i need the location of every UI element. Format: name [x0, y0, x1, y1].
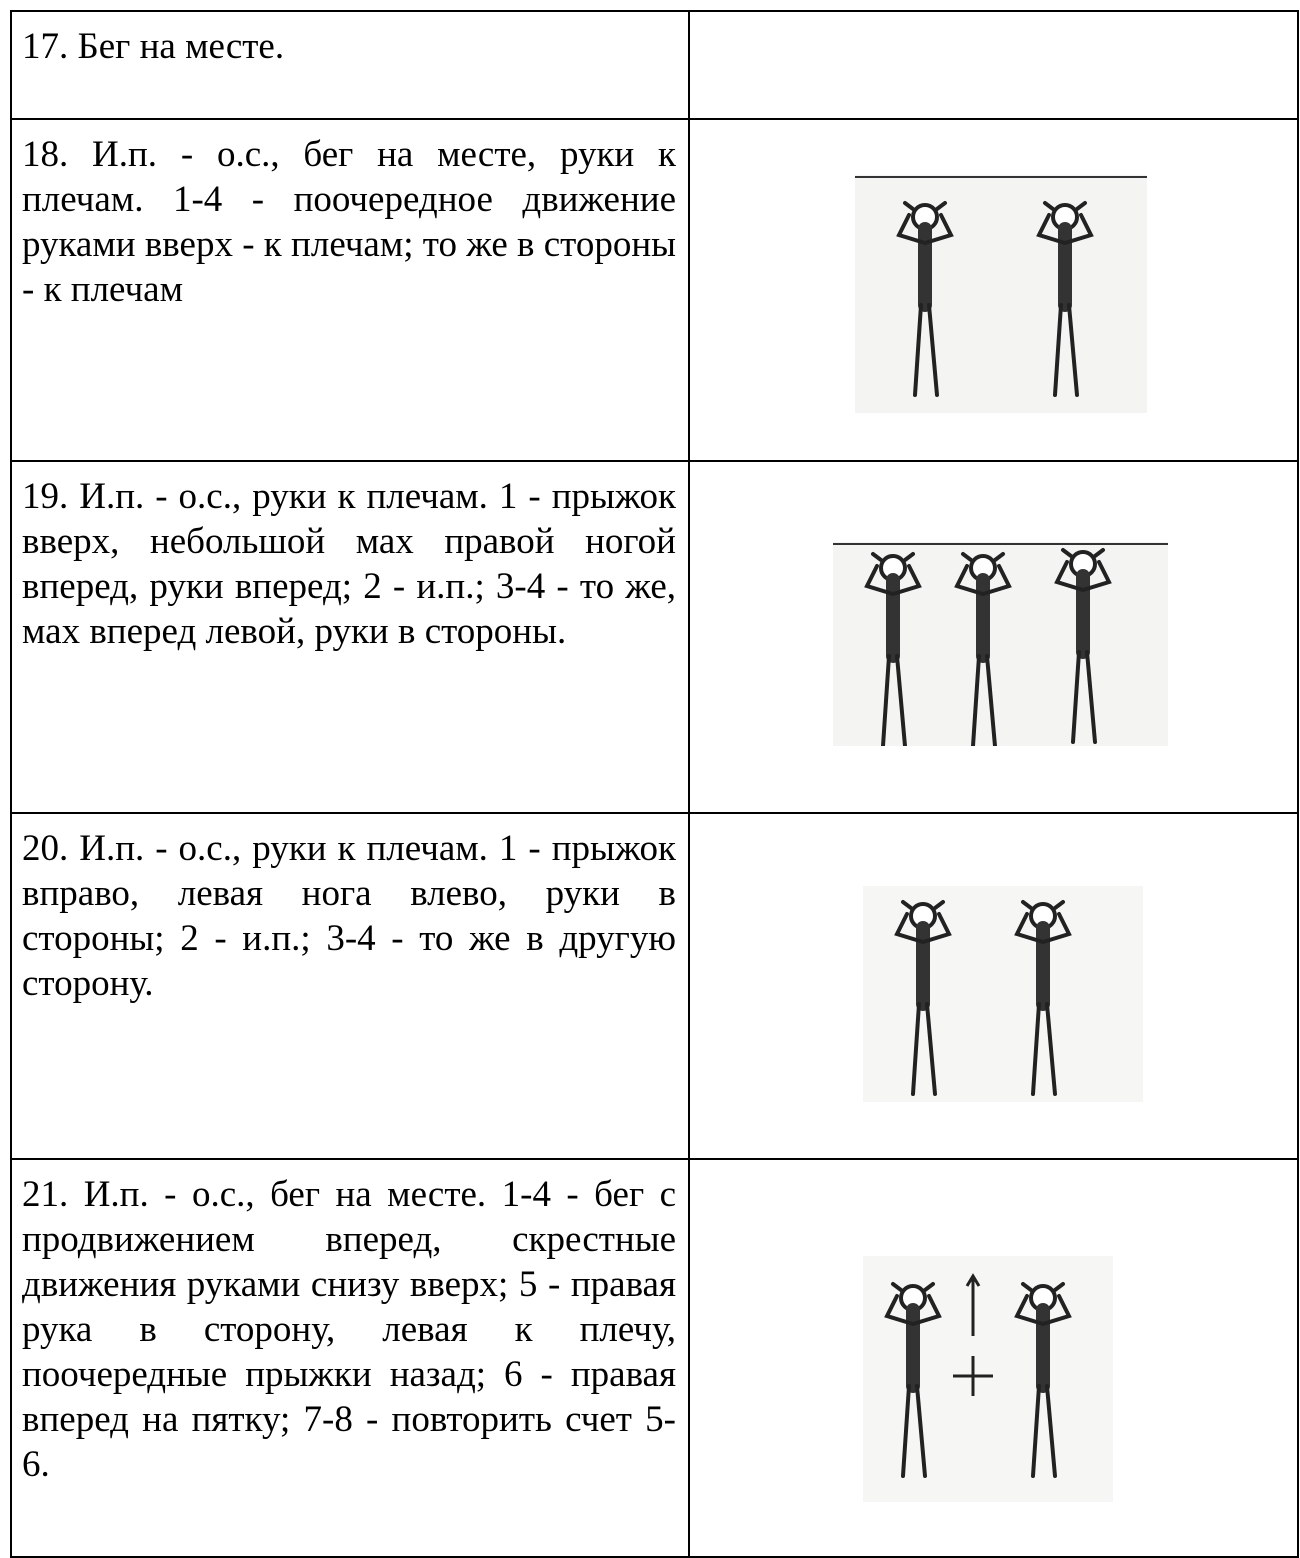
text-cell: 19. И.п. - о.с., руки к плечам. 1 - прыж…: [10, 460, 690, 814]
exercise-illustration: [863, 1256, 1113, 1502]
text-cell: 17. Бег на месте.: [10, 10, 690, 120]
cell-text: 21. И.п. - о.с., бег на месте. 1-4 - бег…: [22, 1174, 676, 1485]
exercise-illustration: [863, 886, 1143, 1102]
exercise-table: 17. Бег на месте. 18. И.п. - о.с., бег н…: [10, 10, 1299, 1558]
image-cell: [688, 812, 1299, 1160]
text-cell: 18. И.п. - о.с., бег на месте, руки к пл…: [10, 118, 690, 462]
table-row: 21. И.п. - о.с., бег на месте. 1-4 - бег…: [10, 1158, 1299, 1558]
cell-text: 18. И.п. - о.с., бег на месте, руки к пл…: [22, 134, 676, 310]
table-row: 20. И.п. - о.с., руки к плечам. 1 - прыж…: [10, 812, 1299, 1160]
image-cell: [688, 1158, 1299, 1558]
cell-text: 19. И.п. - о.с., руки к плечам. 1 - прыж…: [22, 476, 676, 652]
image-cell: [688, 118, 1299, 462]
image-cell: [688, 10, 1299, 120]
exercise-illustration: [833, 542, 1168, 746]
text-cell: 20. И.п. - о.с., руки к плечам. 1 - прыж…: [10, 812, 690, 1160]
exercise-illustration: [855, 175, 1147, 413]
cell-text: 20. И.п. - о.с., руки к плечам. 1 - прыж…: [22, 828, 676, 1004]
table-row: 19. И.п. - о.с., руки к плечам. 1 - прыж…: [10, 460, 1299, 814]
cell-text: 17. Бег на месте.: [22, 26, 285, 67]
text-cell: 21. И.п. - о.с., бег на месте. 1-4 - бег…: [10, 1158, 690, 1558]
table-row: 17. Бег на месте.: [10, 10, 1299, 120]
image-cell: [688, 460, 1299, 814]
table-row: 18. И.п. - о.с., бег на месте, руки к пл…: [10, 118, 1299, 462]
